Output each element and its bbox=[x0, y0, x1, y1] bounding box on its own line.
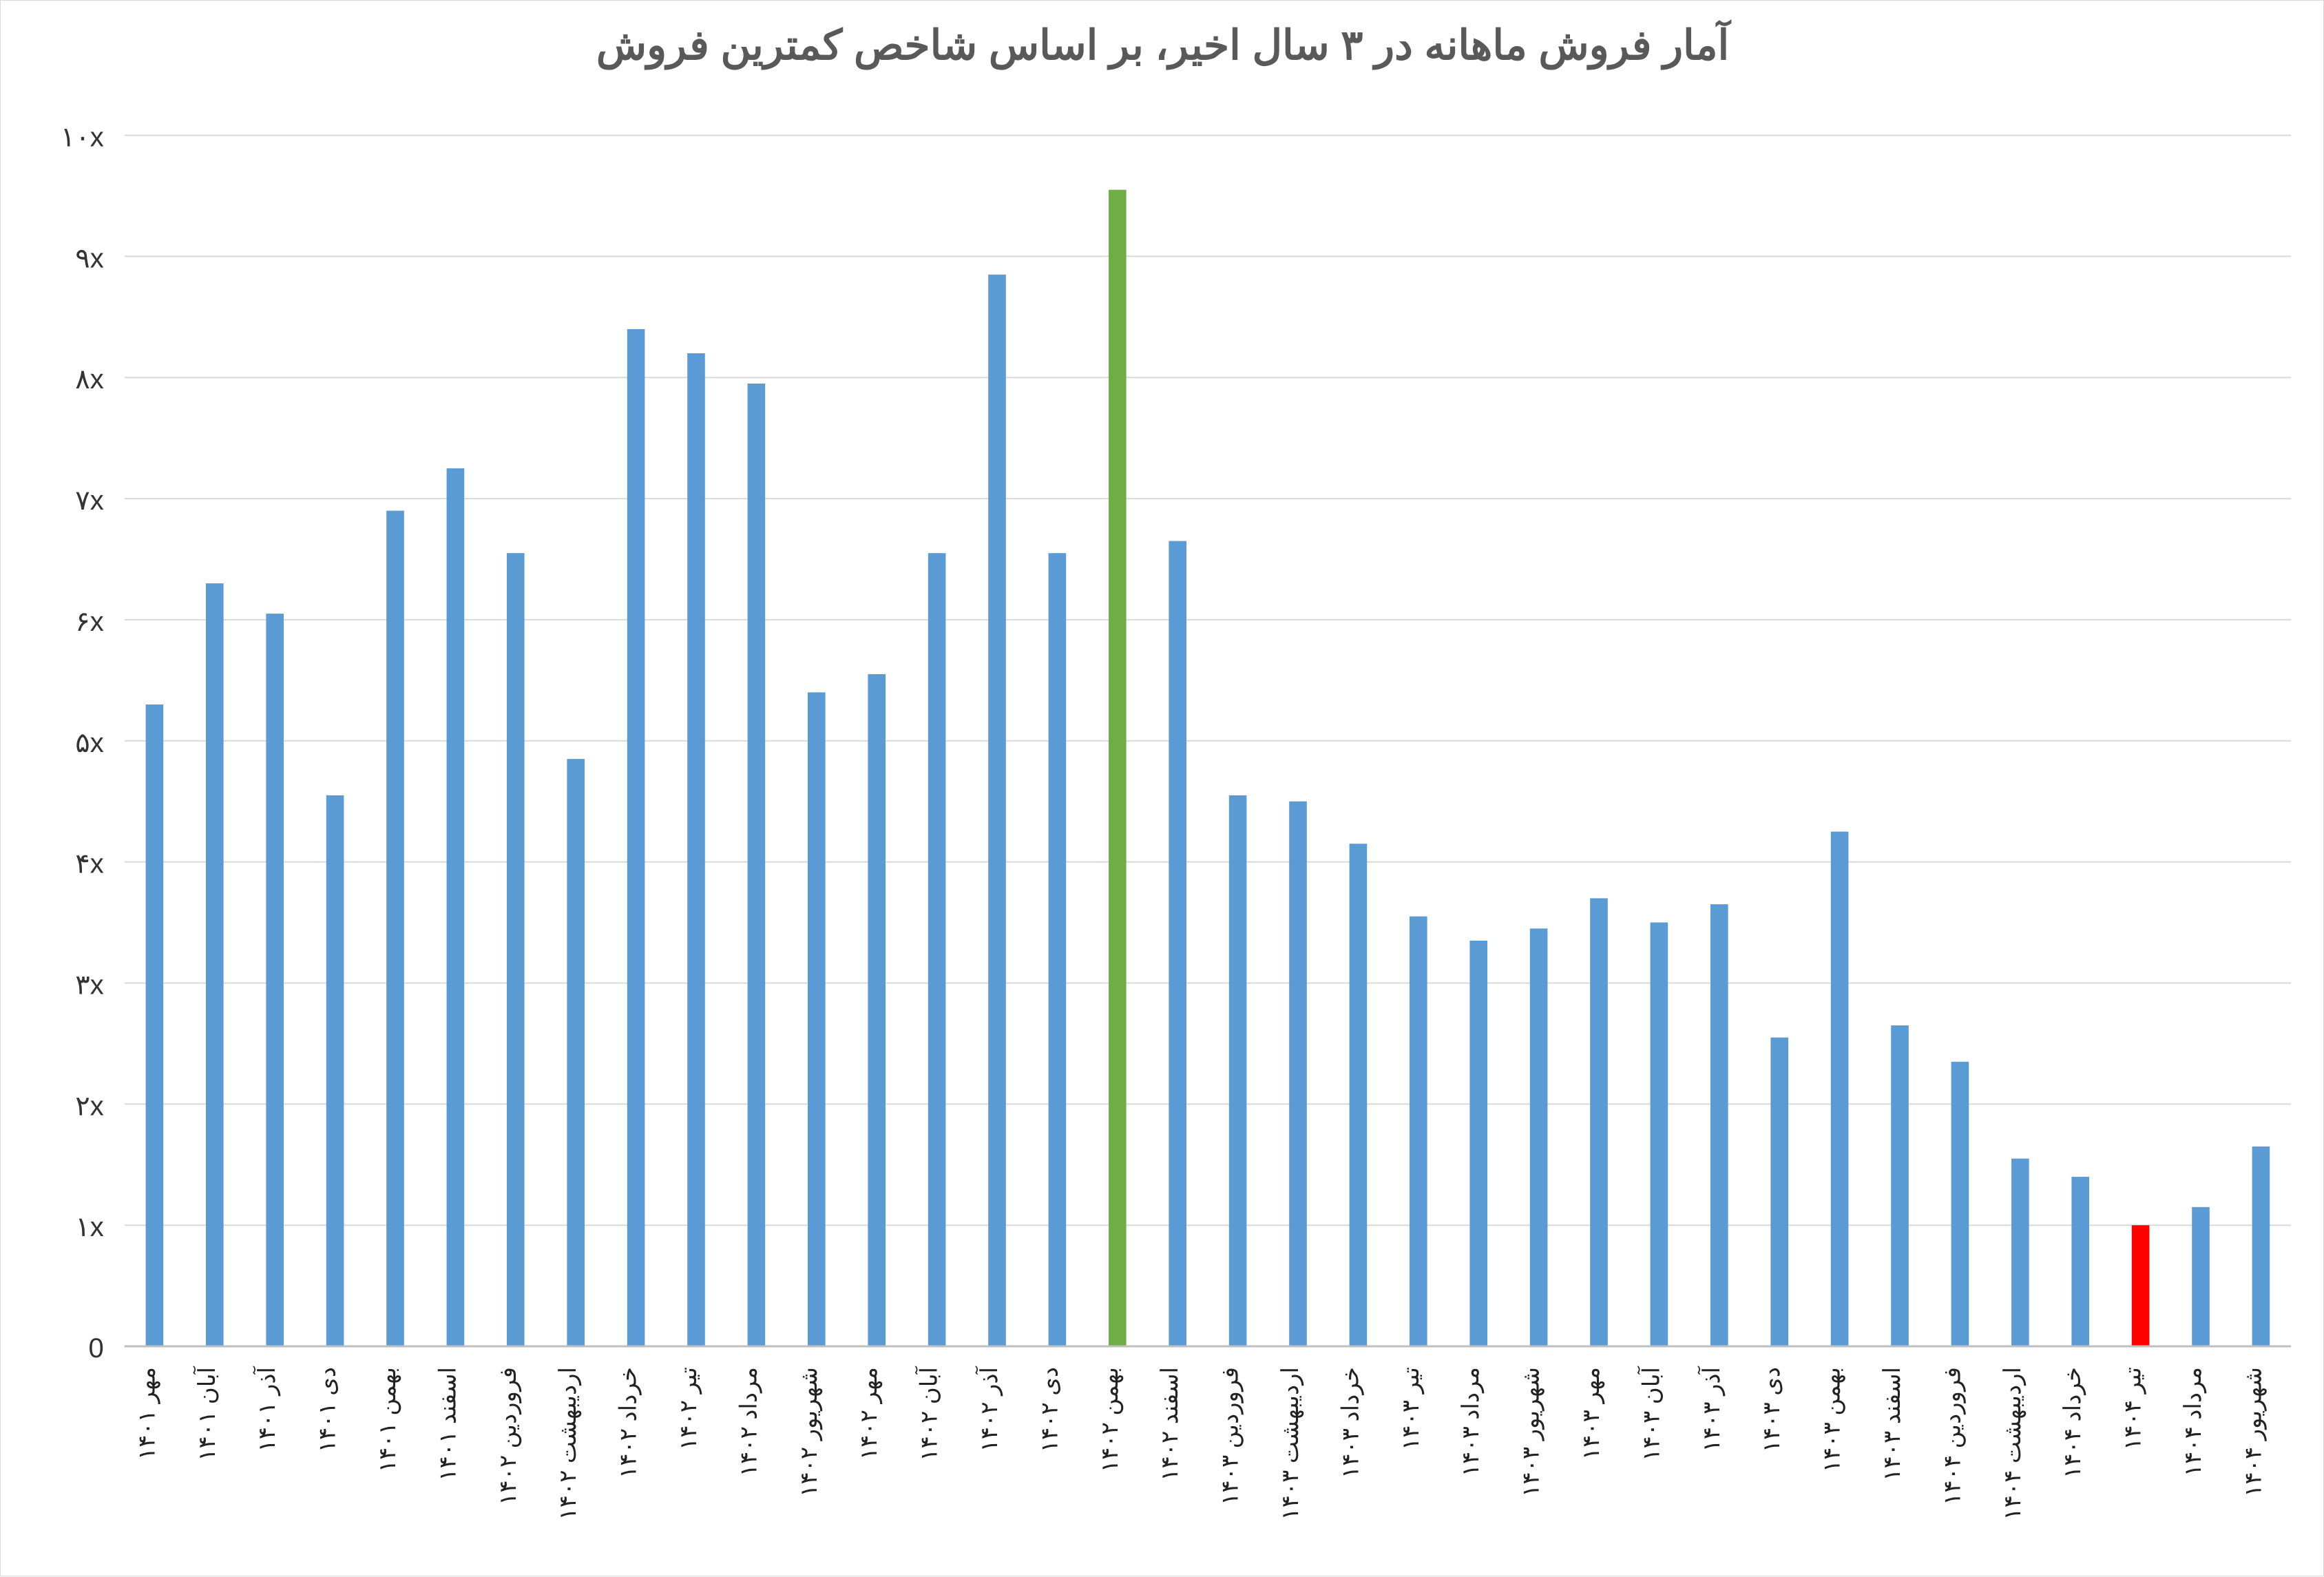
svg-text:تیر ۱۴۰۳: تیر ۱۴۰۳ bbox=[1398, 1367, 1425, 1450]
svg-text:۹x: ۹x bbox=[75, 243, 103, 273]
svg-text:اردیبهشت ۱۴۰۴: اردیبهشت ۱۴۰۴ bbox=[2000, 1367, 2027, 1521]
svg-text:فروردین ۱۴۰۴: فروردین ۱۴۰۴ bbox=[1939, 1367, 1966, 1505]
svg-text:مهر ۱۴۰۱: مهر ۱۴۰۱ bbox=[134, 1367, 160, 1460]
svg-text:مرداد ۱۴۰۴: مرداد ۱۴۰۴ bbox=[2180, 1367, 2207, 1476]
svg-text:بهمن ۱۴۰۱: بهمن ۱۴۰۱ bbox=[375, 1367, 401, 1472]
svg-text:آبان ۱۴۰۳: آبان ۱۴۰۳ bbox=[1637, 1366, 1664, 1461]
svg-text:اسفند ۱۴۰۲: اسفند ۱۴۰۲ bbox=[1157, 1367, 1183, 1481]
svg-text:آذر ۱۴۰۱: آذر ۱۴۰۱ bbox=[253, 1366, 281, 1452]
svg-text:اسفند ۱۴۰۳: اسفند ۱۴۰۳ bbox=[1879, 1367, 1905, 1481]
svg-text:مهر ۱۴۰۳: مهر ۱۴۰۳ bbox=[1578, 1367, 1605, 1460]
svg-text:۱x: ۱x bbox=[75, 1212, 103, 1242]
svg-text:فروردین ۱۴۰۲: فروردین ۱۴۰۲ bbox=[495, 1367, 522, 1505]
svg-text:مرداد ۱۴۰۳: مرداد ۱۴۰۳ bbox=[1458, 1367, 1485, 1476]
svg-text:شهریور ۱۴۰۳: شهریور ۱۴۰۳ bbox=[1518, 1367, 1545, 1497]
svg-text:فروردین ۱۴۰۳: فروردین ۱۴۰۳ bbox=[1217, 1367, 1244, 1505]
svg-text:اردیبهشت ۱۴۰۳: اردیبهشت ۱۴۰۳ bbox=[1277, 1367, 1304, 1521]
svg-text:بهمن ۱۴۰۲: بهمن ۱۴۰۲ bbox=[1097, 1367, 1124, 1472]
svg-text:۱۰x: ۱۰x bbox=[61, 123, 104, 153]
svg-text:۶x: ۶x bbox=[75, 607, 103, 637]
svg-text:اردیبهشت ۱۴۰۲: اردیبهشت ۱۴۰۲ bbox=[555, 1367, 582, 1521]
svg-text:۷x: ۷x bbox=[75, 485, 103, 516]
svg-text:تیر ۱۴۰۲: تیر ۱۴۰۲ bbox=[676, 1367, 702, 1450]
svg-text:شهریور ۱۴۰۴: شهریور ۱۴۰۴ bbox=[2240, 1367, 2267, 1497]
svg-text:۲x: ۲x bbox=[75, 1091, 103, 1121]
svg-text:آذر ۱۴۰۳: آذر ۱۴۰۳ bbox=[1697, 1366, 1726, 1452]
svg-text:دی ۱۴۰۱: دی ۱۴۰۱ bbox=[315, 1367, 341, 1452]
svg-text:تیر ۱۴۰۴: تیر ۱۴۰۴ bbox=[2120, 1367, 2147, 1450]
svg-text:۵x: ۵x bbox=[75, 728, 103, 758]
svg-text:آذر ۱۴۰۲: آذر ۱۴۰۲ bbox=[975, 1366, 1003, 1452]
svg-text:خرداد ۱۴۰۲: خرداد ۱۴۰۲ bbox=[616, 1367, 642, 1479]
svg-text:آبان ۱۴۰۲: آبان ۱۴۰۲ bbox=[915, 1366, 943, 1461]
svg-text:اسفند ۱۴۰۱: اسفند ۱۴۰۱ bbox=[435, 1367, 461, 1481]
svg-text:۳x: ۳x bbox=[75, 970, 103, 1001]
svg-text:مرداد ۱۴۰۲: مرداد ۱۴۰۲ bbox=[735, 1367, 762, 1476]
svg-text:۸x: ۸x bbox=[75, 364, 103, 395]
svg-text:خرداد ۱۴۰۴: خرداد ۱۴۰۴ bbox=[2060, 1367, 2086, 1479]
svg-text:شهریور ۱۴۰۲: شهریور ۱۴۰۲ bbox=[796, 1367, 823, 1497]
svg-text:خرداد ۱۴۰۳: خرداد ۱۴۰۳ bbox=[1337, 1367, 1364, 1479]
svg-text:مهر ۱۴۰۲: مهر ۱۴۰۲ bbox=[856, 1367, 883, 1460]
svg-text:آبان ۱۴۰۱: آبان ۱۴۰۱ bbox=[193, 1366, 220, 1461]
svg-text:0: 0 bbox=[88, 1333, 103, 1364]
svg-text:دی ۱۴۰۲: دی ۱۴۰۲ bbox=[1036, 1367, 1062, 1452]
svg-text:۴x: ۴x bbox=[75, 849, 103, 879]
svg-text:دی ۱۴۰۳: دی ۱۴۰۳ bbox=[1759, 1367, 1785, 1452]
svg-text:بهمن ۱۴۰۳: بهمن ۱۴۰۳ bbox=[1819, 1367, 1846, 1472]
